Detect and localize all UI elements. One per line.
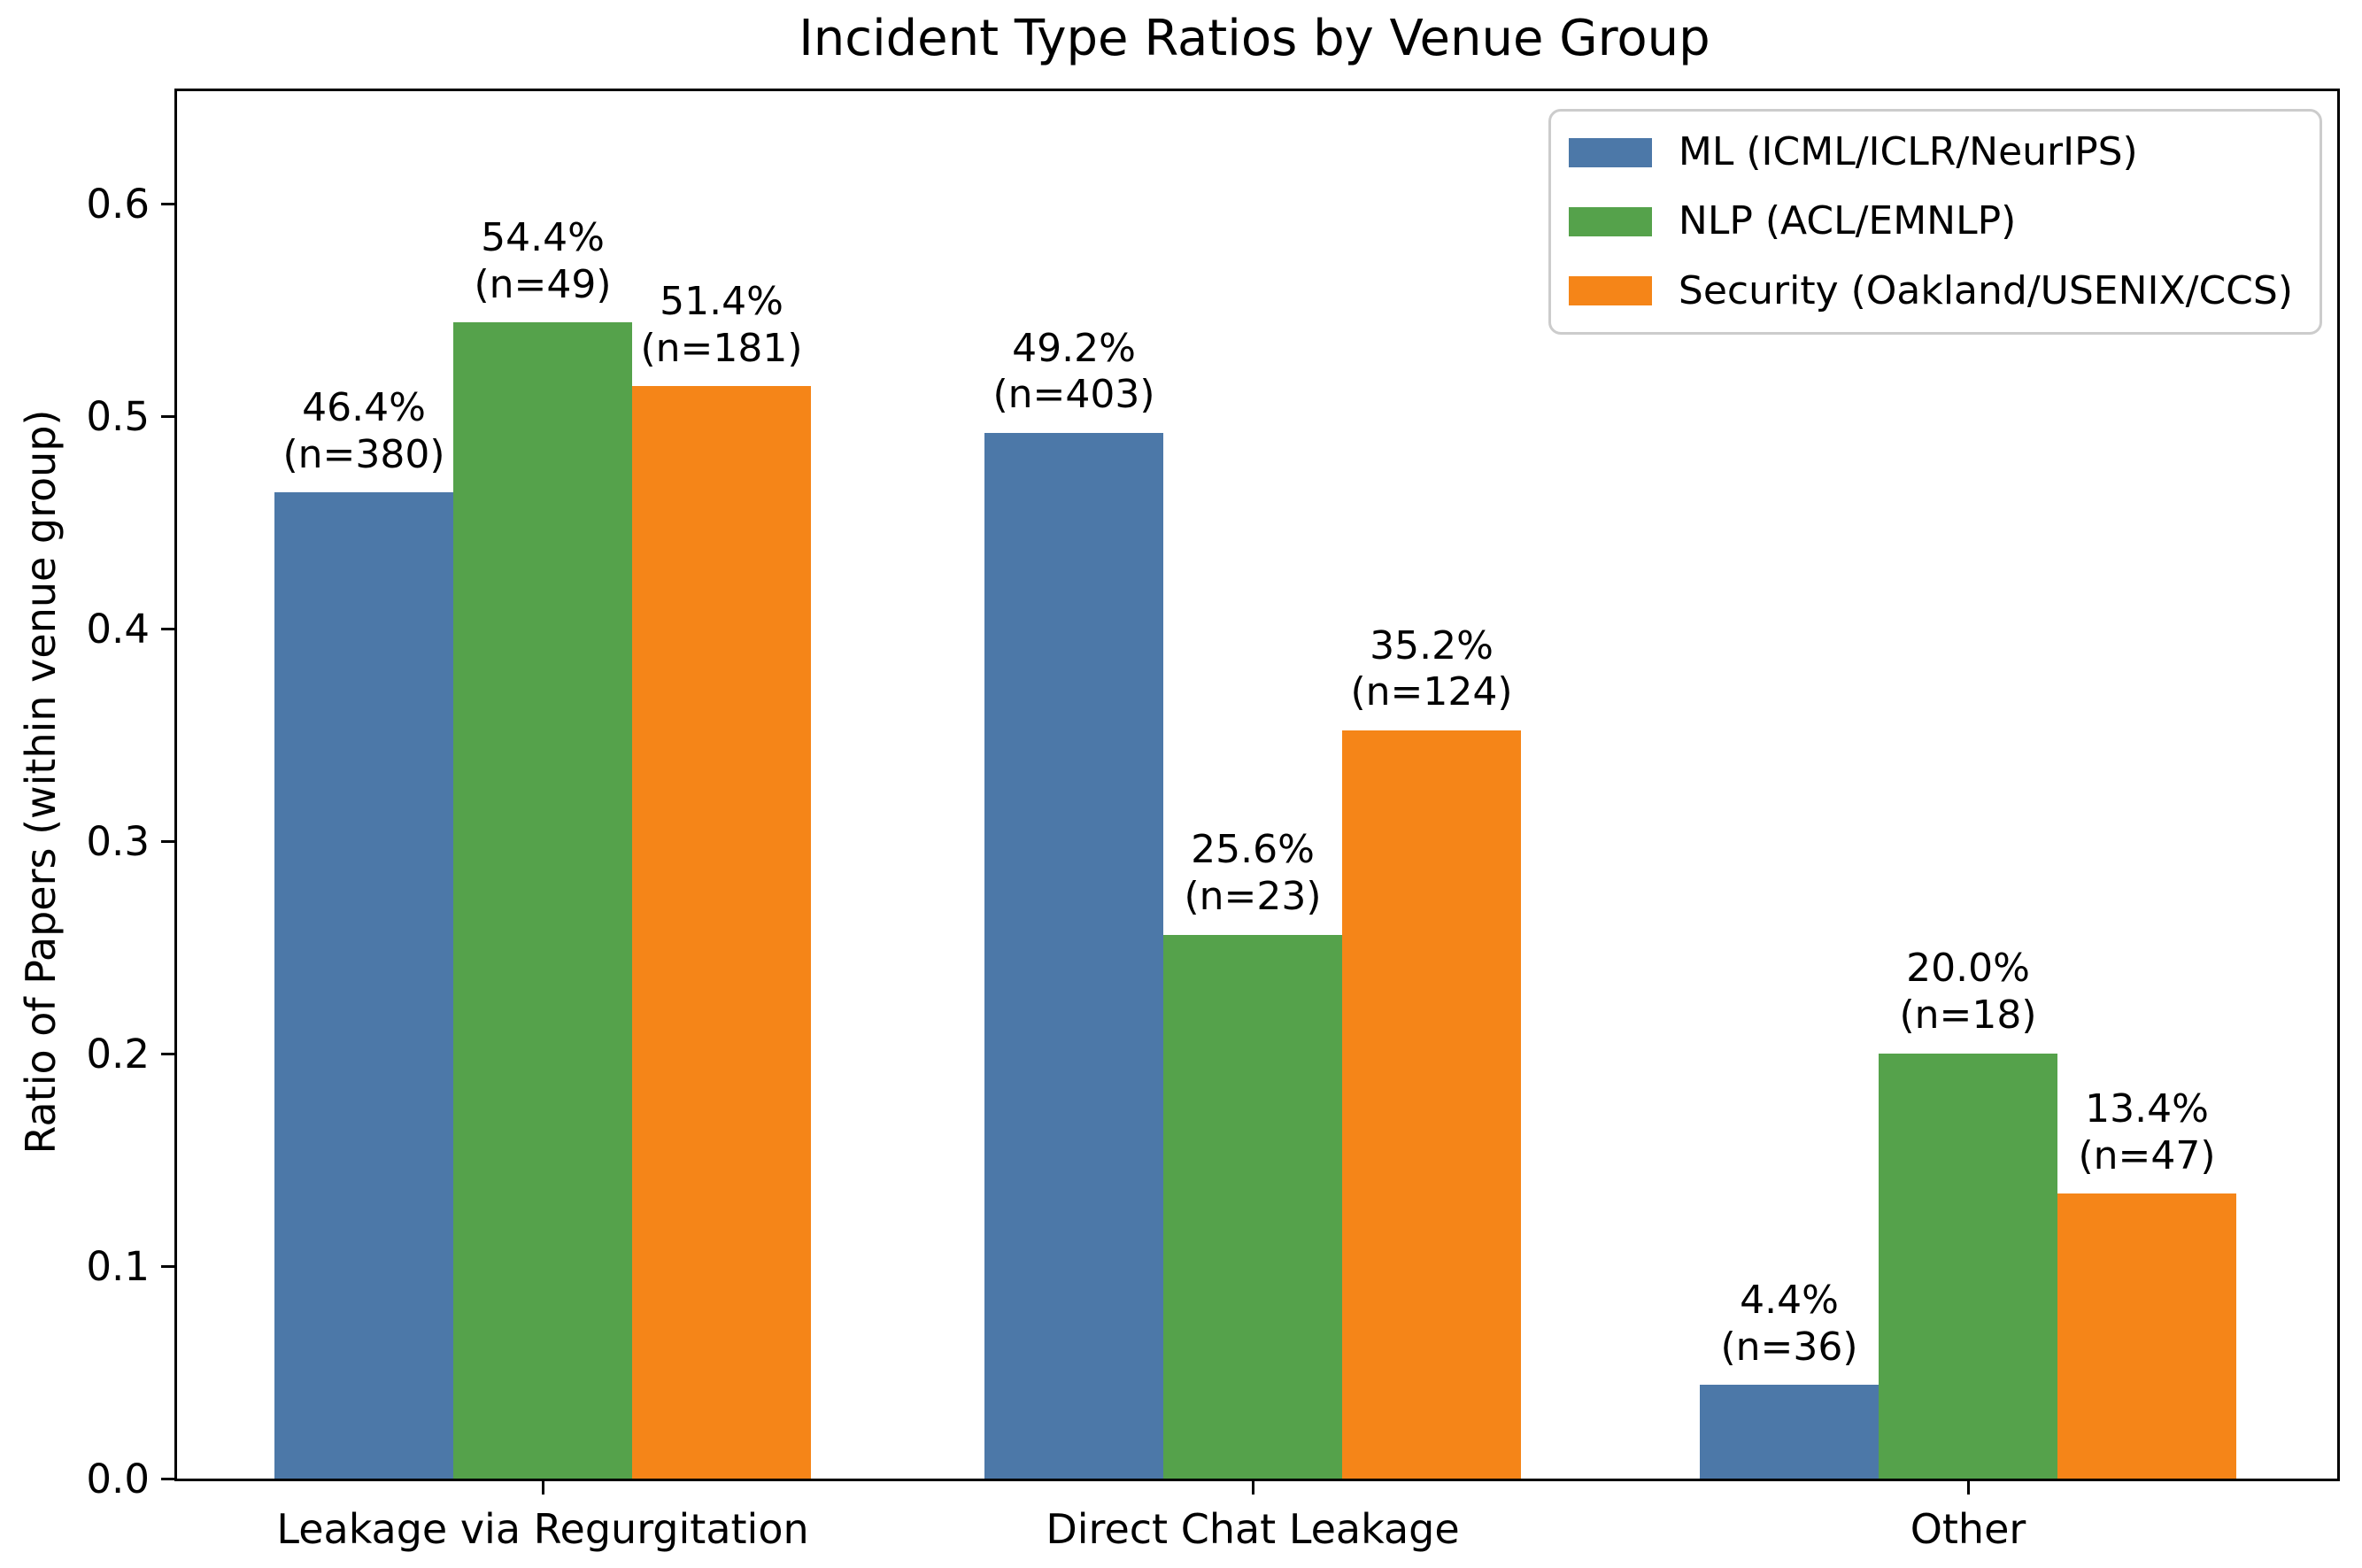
bar-label-line: 4.4% (1740, 1277, 1839, 1323)
legend: ML (ICML/ICLR/NeurIPS) NLP (ACL/EMNLP) Sec… (1548, 109, 2322, 336)
bar-label-line: 20.0% (1906, 946, 2030, 992)
legend-entry-ml: ML (ICML/ICLR/NeurIPS) (1568, 129, 2293, 174)
bar-label-line: (n=49) (474, 261, 612, 307)
bar-label-line: (n=380) (282, 431, 445, 477)
legend-swatch-nlp (1568, 207, 1652, 237)
y-tick-label: 0.0 (86, 1456, 150, 1502)
x-tick-label-leakage-via-regurgitation: Leakage via Regurgitation (276, 1505, 809, 1553)
bar-label-ml-direct-chat-leakage: 49.2% (n=403) (992, 326, 1154, 420)
bar-nlp-other (1879, 1054, 2057, 1479)
y-tick-label: 0.4 (86, 606, 150, 653)
y-tick-label: 0.6 (86, 181, 150, 228)
legend-entry-security: Security (Oakland/USENIX/CCS) (1568, 267, 2293, 313)
y-tick-mark (161, 414, 174, 418)
bar-label-security-leakage-via-regurgitation: 51.4% (n=181) (640, 279, 802, 373)
y-tick-label: 0.3 (86, 818, 150, 865)
bar-label-line: 46.4% (302, 384, 426, 430)
bar-label-ml-leakage-via-regurgitation: 46.4% (n=380) (282, 385, 444, 479)
bar-label-line: 35.2% (1370, 622, 1494, 668)
legend-label: NLP (ACL/EMNLP) (1678, 198, 2017, 244)
y-tick-mark (161, 627, 174, 630)
legend-entry-nlp: NLP (ACL/EMNLP) (1568, 198, 2293, 244)
bar-label-line: (n=23) (1184, 873, 1322, 919)
bar-label-line: 54.4% (481, 214, 605, 260)
bar-label-line: (n=47) (2078, 1132, 2216, 1178)
chart-title: Incident Type Ratios by Venue Group (799, 10, 1710, 67)
bar-label-line: 13.4% (2085, 1085, 2209, 1132)
bar-label-line: (n=403) (992, 372, 1155, 418)
bar-nlp-leakage-via-regurgitation (453, 322, 632, 1479)
bar-label-line: 25.6% (1191, 827, 1315, 873)
bar-label-line: (n=18) (1899, 993, 2037, 1039)
bar-label-ml-other: 4.4% (n=36) (1720, 1278, 1857, 1371)
bar-ml-other (1700, 1385, 1879, 1479)
y-tick-mark (161, 1052, 174, 1055)
bar-label-line: (n=181) (640, 325, 803, 371)
bar-ml-leakage-via-regurgitation (274, 492, 453, 1479)
legend-swatch-ml (1568, 137, 1652, 167)
y-axis-label: Ratio of Papers (within venue group) (17, 409, 65, 1155)
legend-label: Security (Oakland/USENIX/CCS) (1678, 267, 2293, 313)
bar-label-security-other: 13.4% (n=47) (2078, 1086, 2215, 1180)
bar-security-direct-chat-leakage (1342, 730, 1521, 1479)
bar-nlp-direct-chat-leakage (1163, 934, 1342, 1479)
y-tick-label: 0.1 (86, 1243, 150, 1290)
y-tick-mark (161, 202, 174, 205)
y-tick-label: 0.5 (86, 393, 150, 440)
bar-label-security-direct-chat-leakage: 35.2% (n=124) (1350, 623, 1512, 717)
y-tick-mark (161, 1264, 174, 1268)
bar-ml-direct-chat-leakage (984, 433, 1163, 1479)
x-tick-mark (1966, 1481, 1970, 1495)
legend-swatch-security (1568, 276, 1652, 306)
bar-label-nlp-other: 20.0% (n=18) (1899, 946, 2036, 1039)
bar-label-nlp-leakage-via-regurgitation: 54.4% (n=49) (474, 215, 611, 309)
bar-label-line: (n=36) (1720, 1324, 1858, 1370)
x-tick-label-direct-chat-leakage: Direct Chat Leakage (1046, 1505, 1460, 1553)
y-tick-mark (161, 1477, 174, 1480)
legend-label: ML (ICML/ICLR/NeurIPS) (1678, 129, 2138, 174)
bar-label-nlp-direct-chat-leakage: 25.6% (n=23) (1184, 827, 1321, 921)
bar-security-leakage-via-regurgitation (632, 386, 811, 1479)
x-tick-mark (1251, 1481, 1254, 1495)
bar-label-line: 49.2% (1012, 325, 1136, 371)
plot-area: 46.4% (n=380) 49.2% (n=403) 4.4% (n=36) 54.4%(… (86, 89, 2340, 1549)
bar-label-line: 51.4% (660, 278, 783, 324)
bar-security-other (2057, 1193, 2236, 1479)
y-tick-mark (161, 839, 174, 843)
x-tick-label-other: Other (1910, 1505, 2026, 1553)
y-tick-label: 0.2 (86, 1031, 150, 1078)
bar-label-line: (n=124) (1350, 669, 1513, 715)
x-tick-mark (541, 1481, 544, 1495)
